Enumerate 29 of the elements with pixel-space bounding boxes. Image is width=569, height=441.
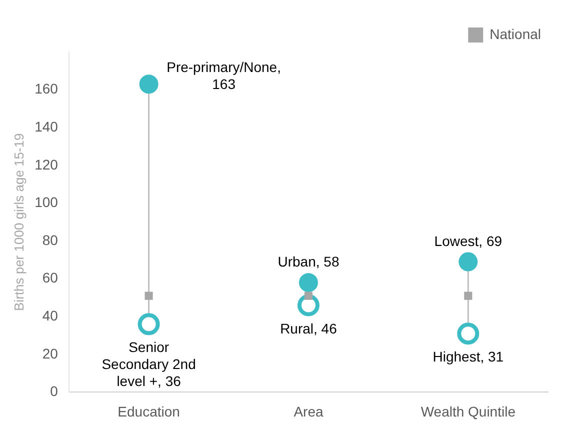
annotation: Highest, 31 <box>432 348 504 365</box>
point <box>297 294 320 316</box>
x-tick-label: Area <box>294 403 324 420</box>
point <box>464 292 472 300</box>
y-axis-title: Births per 1000 girls age 15-19 <box>11 133 26 311</box>
y-tick-label: 20 <box>42 345 58 362</box>
x-tick-label: Education <box>118 403 180 420</box>
point <box>457 322 480 345</box>
x-tick-label: Wealth Quintile <box>420 403 516 420</box>
point <box>458 252 478 272</box>
y-tick-label: 60 <box>42 270 58 286</box>
y-tick-label: 160 <box>34 80 58 97</box>
annotation: Lowest, 69 <box>434 232 502 249</box>
annotation: Urban, 58 <box>278 254 340 270</box>
y-tick-label: 140 <box>34 118 58 134</box>
annotation: Senior Secondary 2nd level +, 36 <box>102 339 196 390</box>
y-tick-label: 0 <box>50 383 58 400</box>
y-tick-label: 100 <box>34 194 58 210</box>
y-tick-label: 120 <box>34 156 58 172</box>
point <box>139 74 158 94</box>
point <box>138 313 160 336</box>
annotation: Pre-primary/None, 163 <box>166 59 281 92</box>
annotation: Rural, 46 <box>280 320 338 336</box>
y-tick-label: 40 <box>42 307 58 324</box>
legend-label: National <box>490 26 542 42</box>
point <box>304 292 313 300</box>
point <box>298 273 318 292</box>
point <box>144 292 153 300</box>
y-tick-label: 80 <box>42 232 58 248</box>
